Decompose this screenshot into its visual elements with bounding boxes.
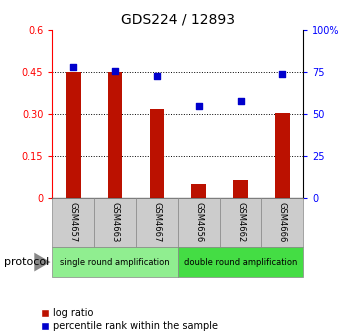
Point bbox=[70, 65, 76, 70]
Bar bbox=[219, 198, 261, 247]
Title: GDS224 / 12893: GDS224 / 12893 bbox=[121, 12, 235, 26]
Text: GSM4656: GSM4656 bbox=[194, 203, 203, 243]
Bar bbox=[66, 72, 81, 198]
Bar bbox=[233, 180, 248, 198]
Bar bbox=[94, 198, 136, 247]
Bar bbox=[52, 247, 178, 277]
Point bbox=[154, 73, 160, 78]
Bar bbox=[178, 198, 219, 247]
Point bbox=[112, 68, 118, 73]
Text: GSM4667: GSM4667 bbox=[152, 202, 161, 243]
Text: double round amplification: double round amplification bbox=[184, 258, 297, 266]
Text: GSM4666: GSM4666 bbox=[278, 202, 287, 243]
Text: GSM4657: GSM4657 bbox=[69, 203, 78, 243]
Point bbox=[279, 71, 285, 77]
Text: GSM4662: GSM4662 bbox=[236, 203, 245, 243]
Bar bbox=[178, 247, 303, 277]
Legend: log ratio, percentile rank within the sample: log ratio, percentile rank within the sa… bbox=[41, 308, 218, 331]
Text: protocol: protocol bbox=[4, 257, 49, 267]
Bar bbox=[52, 198, 94, 247]
Polygon shape bbox=[34, 253, 51, 271]
Point bbox=[238, 98, 243, 103]
Bar bbox=[136, 198, 178, 247]
Bar bbox=[108, 72, 122, 198]
Text: GSM4663: GSM4663 bbox=[110, 202, 119, 243]
Bar bbox=[191, 184, 206, 198]
Bar bbox=[275, 113, 290, 198]
Point bbox=[196, 103, 201, 109]
Bar bbox=[261, 198, 303, 247]
Bar bbox=[149, 109, 164, 198]
Text: single round amplification: single round amplification bbox=[60, 258, 170, 266]
